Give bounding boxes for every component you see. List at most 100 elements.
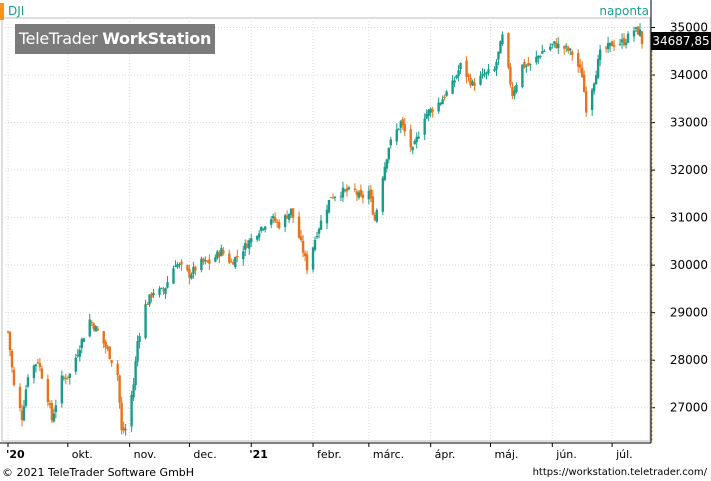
candle-down: [291, 208, 295, 218]
candle-up: [606, 43, 610, 49]
candle-down: [640, 31, 644, 45]
candle-down: [186, 265, 189, 271]
candle-up: [315, 236, 319, 238]
candle-up: [513, 90, 516, 96]
candle-up: [539, 56, 542, 58]
candle-down: [285, 215, 289, 219]
x-tick-label: máj.: [494, 448, 518, 461]
candle-down: [580, 67, 584, 78]
candle-up: [200, 258, 203, 271]
candle-down: [230, 261, 233, 263]
symbol-label[interactable]: DJI: [8, 4, 25, 18]
y-tick-label: 34000: [670, 68, 708, 82]
candle-down: [443, 96, 446, 98]
candle-down: [118, 375, 121, 403]
candle-up: [343, 189, 347, 191]
candle-down: [202, 258, 205, 263]
candle-up: [164, 287, 167, 295]
candle-down: [20, 410, 24, 421]
candle-down: [273, 217, 277, 222]
candle-up: [541, 51, 544, 54]
candle-up: [204, 259, 207, 261]
candle-down: [612, 44, 616, 47]
candle-up: [375, 209, 379, 222]
candle-up: [166, 282, 169, 288]
candle-up: [618, 43, 622, 45]
candle-up: [256, 236, 259, 240]
candle-up: [569, 48, 572, 51]
candle-down: [305, 254, 309, 271]
candle-down: [331, 197, 335, 199]
price-chart[interactable]: 27000 28000 29000 30000 31000 32000 33000 34000…: [0, 0, 711, 465]
candle-up: [451, 80, 454, 94]
candle-down: [8, 331, 12, 351]
candle-down: [102, 331, 105, 344]
candle-down: [409, 129, 412, 148]
candle-up: [499, 41, 502, 54]
candle-up: [311, 247, 315, 270]
chart-background: [0, 0, 711, 465]
candle-up: [543, 50, 546, 52]
interval-label[interactable]: naponta: [599, 4, 649, 18]
candle-up: [553, 41, 556, 44]
x-tick-label: '20: [6, 448, 25, 461]
candle-down: [208, 259, 211, 264]
candle-up: [437, 102, 440, 112]
candle-up: [389, 139, 392, 146]
y-tick-label: 27000: [670, 401, 708, 415]
candle-up: [479, 75, 482, 85]
candle-up: [387, 147, 390, 160]
candle-up: [325, 209, 329, 224]
candle-down: [66, 376, 70, 378]
candle-up: [383, 166, 387, 181]
candle-up: [439, 102, 442, 105]
candlestick-series: [6, 23, 644, 436]
candle-down: [511, 87, 514, 96]
candle-down: [403, 124, 406, 132]
candle-up: [485, 72, 488, 75]
candle-down: [527, 63, 530, 66]
candle-up: [176, 264, 179, 268]
candle-up: [413, 141, 416, 145]
candle-up: [341, 187, 345, 198]
candle-down: [299, 236, 303, 241]
candle-down: [355, 191, 359, 195]
candle-down: [10, 350, 14, 368]
candle-up: [441, 99, 444, 105]
candle-down: [275, 221, 279, 223]
candle-up: [445, 91, 448, 96]
candle-up: [537, 55, 540, 59]
footer: © 2021 TeleTrader Software GmbH https://…: [0, 465, 711, 481]
logo-text-bold: WorkStation: [102, 29, 212, 48]
candle-up: [592, 83, 596, 92]
candle-up: [395, 129, 398, 142]
candle-up: [313, 240, 317, 250]
candle-up: [565, 45, 568, 47]
x-tick-label: nov.: [134, 448, 157, 461]
candle-up: [397, 128, 400, 130]
candle-up: [457, 70, 460, 77]
candle-down: [297, 216, 301, 239]
x-tick-label: ápr.: [435, 448, 456, 461]
teletrader-logo: TeleTrader WorkStation: [15, 24, 215, 54]
candle-up: [557, 43, 560, 49]
candle-down: [46, 379, 50, 403]
candle-up: [94, 326, 97, 332]
x-tick-label: dec.: [193, 448, 216, 461]
candle-down: [236, 256, 239, 258]
candle-down: [180, 261, 183, 265]
y-tick-label: 28000: [670, 353, 708, 367]
candle-up: [429, 108, 432, 113]
candle-down: [567, 47, 570, 51]
candle-down: [108, 346, 111, 360]
source-url[interactable]: https://workstation.teletrader.com/: [532, 467, 707, 478]
candle-down: [92, 323, 95, 330]
candle-down: [194, 266, 197, 271]
candle-up: [495, 62, 498, 70]
y-tick-label: 32000: [670, 163, 708, 177]
candle-up: [144, 304, 147, 339]
candle-down: [64, 378, 68, 380]
candle-up: [26, 377, 30, 387]
candle-up: [82, 338, 85, 342]
candle-up: [608, 42, 612, 46]
